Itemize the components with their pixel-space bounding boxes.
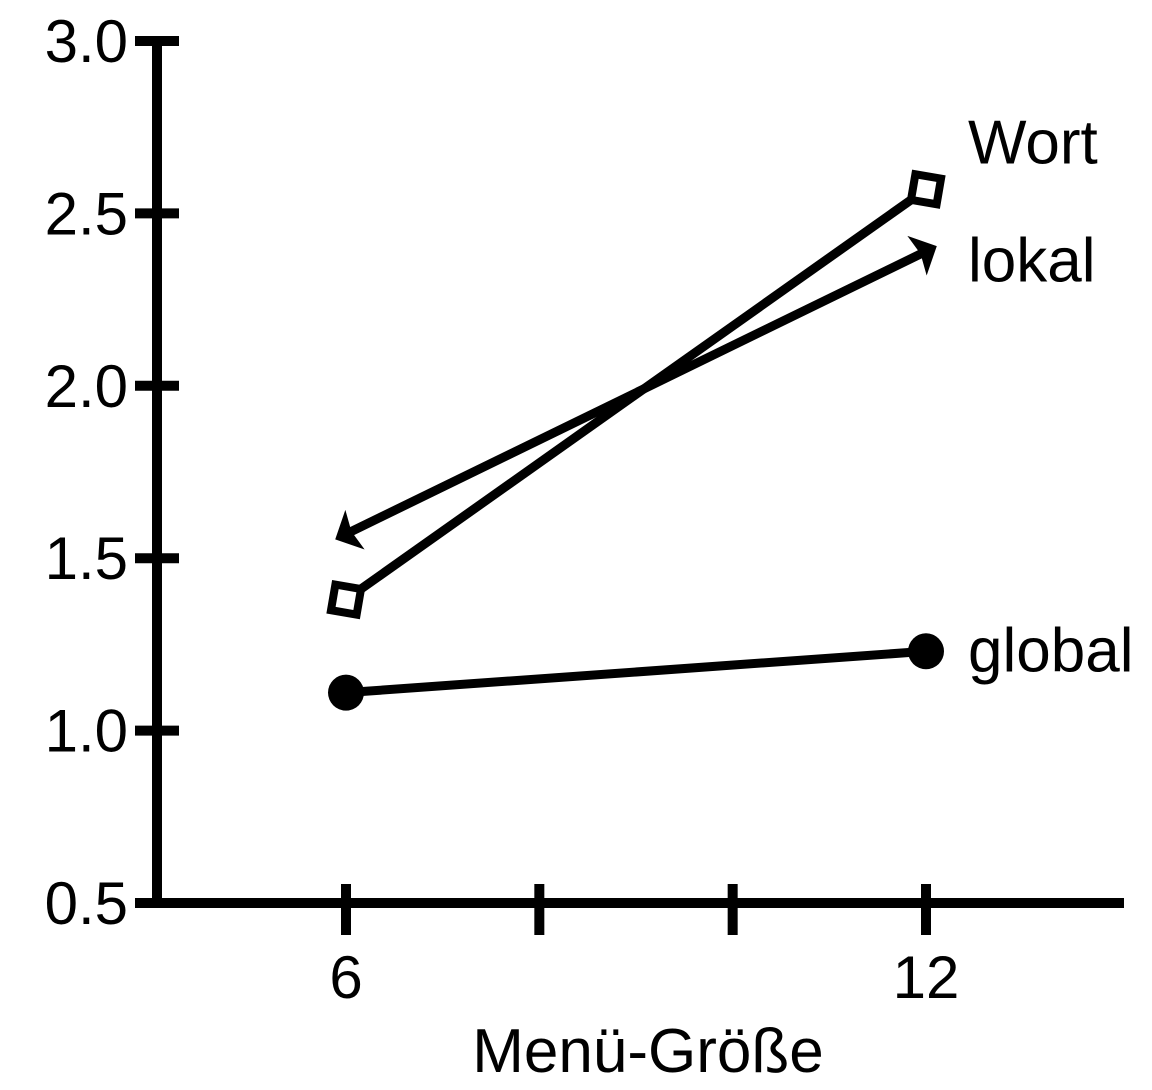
series-global: global	[328, 616, 1133, 711]
series-wort: Wort	[326, 108, 1098, 620]
tick-labels: 0.5 1.0 1.5 2.0 2.5 3.0 6 12	[45, 8, 960, 1011]
data-point-wort	[326, 579, 366, 620]
data-point-lokal	[335, 509, 365, 550]
x-tick-label: 12	[893, 944, 960, 1011]
series-line-lokal	[344, 247, 928, 539]
data-point-wort	[906, 169, 946, 209]
data-point-lokal	[907, 235, 937, 276]
y-tick-label: 3.0	[45, 8, 128, 75]
series-line-global	[345, 646, 927, 698]
x-tick-label: 6	[329, 944, 362, 1011]
y-tick-label: 2.0	[45, 353, 128, 420]
x-axis-title: Menü-Größe	[472, 1017, 823, 1086]
data-point-global	[328, 674, 364, 711]
x-axis-ticks	[341, 884, 931, 935]
series-lokal: lokal	[335, 226, 1096, 550]
series-layer: Wort lokal global	[326, 108, 1133, 711]
data-point-global	[908, 633, 944, 670]
series-label-global: global	[968, 616, 1133, 685]
y-tick-label: 0.5	[45, 870, 128, 937]
y-tick-label: 1.5	[45, 525, 128, 592]
y-tick-label: 2.5	[45, 180, 128, 247]
series-label-lokal: lokal	[968, 226, 1096, 295]
series-label-wort: Wort	[968, 108, 1098, 177]
y-tick-label: 1.0	[45, 698, 128, 765]
